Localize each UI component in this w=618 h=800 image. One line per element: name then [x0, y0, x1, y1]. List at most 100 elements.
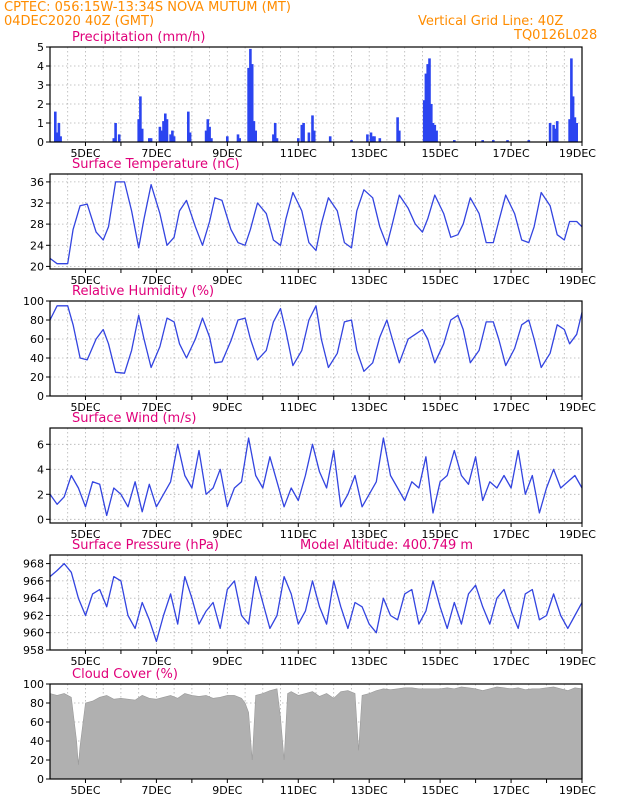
pressure-ytick-label: 964 [23, 592, 44, 605]
pressure-ytick-label: 960 [23, 627, 44, 640]
precip-bar [570, 58, 573, 142]
precip-bar [297, 138, 300, 142]
cloud-ytick-label: 0 [37, 773, 44, 786]
precip-bar [59, 136, 62, 142]
temp-line [49, 181, 583, 265]
pressure-xtick-label: 13DEC [351, 655, 388, 668]
wind-xtick-label: 13DEC [351, 528, 388, 541]
precip-bar [158, 126, 162, 142]
precip-bar [555, 121, 559, 142]
cloud-xtick-label: 9DEC [212, 784, 242, 797]
precip-bar [164, 113, 167, 142]
precip-bar [210, 138, 213, 142]
precip-bar [171, 130, 174, 142]
wind-xtick-label: 5DEC [70, 528, 100, 541]
temp-xtick-label: 13DEC [351, 274, 388, 287]
precip-bar [149, 138, 153, 142]
humidity-xtick-label: 11DEC [280, 401, 317, 414]
wind-ytick-label: 0 [37, 513, 44, 526]
wind-title: Surface Wind (m/s) [72, 411, 196, 426]
precip-bar [236, 134, 240, 142]
precip-bar [552, 124, 555, 142]
precip-bar [160, 130, 163, 142]
precip-bar [238, 138, 241, 142]
cloud-xtick-label: 7DEC [141, 784, 171, 797]
humidity-ytick-label: 80 [30, 314, 44, 327]
cloud-area [49, 686, 583, 780]
humidity-frame [49, 300, 583, 397]
temp-frame [49, 173, 583, 270]
precip-bar [398, 130, 401, 142]
temp-ytick-label: 32 [30, 197, 44, 210]
precip-bar [554, 128, 557, 142]
precip-bar [373, 136, 376, 142]
wind-xtick-label: 15DEC [422, 528, 459, 541]
wind-ytick-label: 6 [37, 438, 44, 451]
humidity-ytick-label: 40 [30, 352, 44, 365]
precip-ytick-label: 0 [37, 136, 44, 149]
temp-xtick-label: 11DEC [280, 274, 317, 287]
precip-bar [453, 140, 456, 142]
precip-bar [188, 132, 192, 142]
wind-xtick-label: 11DEC [280, 528, 317, 541]
precip-bar [548, 123, 552, 142]
precip-bar [426, 64, 429, 142]
cloud-xtick-label: 5DEC [70, 784, 100, 797]
precip-xtick-label: 13DEC [351, 147, 388, 160]
humidity-xtick-label: 9DEC [212, 401, 242, 414]
precip-panel: 0 1 2 3 4 5 5DEC 7DEC 9DEC 11DEC 13DEC 15DEC 17DEC 19… [37, 30, 596, 160]
pressure-ytick-label: 968 [23, 558, 44, 571]
model-header: TQ0126L028 [514, 28, 598, 43]
pressure-frame [49, 554, 583, 651]
cloud-xtick-label: 17DEC [493, 784, 530, 797]
precip-bar [140, 128, 144, 142]
cloud-xtick-label: 19DEC [559, 784, 596, 797]
humidity-xtick-label: 17DEC [493, 401, 530, 414]
station-header: CPTEC: 056:15W-13:34S NOVA MUTUM (MT) [4, 0, 291, 15]
humidity-xtick-label: 19DEC [559, 401, 596, 414]
grid-line-header: Vertical Grid Line: 40Z [418, 14, 564, 29]
humidity-xtick-label: 13DEC [351, 401, 388, 414]
precip-xtick-label: 15DEC [422, 147, 459, 160]
humidity-ytick-label: 20 [30, 371, 44, 384]
precip-bar [254, 130, 257, 142]
temp-panel: 20 24 28 32 36 5DEC 7DEC 9DEC 11DEC 13DEC 15DEC 17D… [30, 157, 596, 287]
precip-ytick-label: 3 [37, 79, 44, 92]
wind-xtick-label: 9DEC [212, 528, 242, 541]
pressure-title: Surface Pressure (hPa) [72, 538, 219, 553]
temp-ytick-label: 36 [30, 176, 44, 189]
precip-bar [250, 64, 254, 142]
precip-bar [252, 121, 256, 142]
precip-bar [369, 132, 373, 142]
precip-bar [54, 111, 57, 142]
precip-bar [204, 130, 208, 142]
precip-bar [169, 134, 172, 142]
precip-bar [148, 138, 151, 142]
precip-bar [137, 119, 140, 142]
temp-xtick-label: 5DEC [70, 274, 100, 287]
precip-xtick-label: 19DEC [559, 147, 596, 160]
precip-title: Precipitation (mm/h) [72, 30, 205, 45]
pressure-xtick-label: 9DEC [212, 655, 242, 668]
precip-bar [300, 124, 304, 142]
precip-bar [307, 132, 311, 142]
precip-bar [506, 140, 509, 142]
wind-panel: 0 2 4 6 5DEC 7DEC 9DEC 11DEC 13DEC 15DEC 17DEC 19DE… [37, 411, 596, 541]
precip-frame [49, 46, 583, 143]
precip-bar [527, 140, 531, 142]
precip-bar [573, 117, 577, 142]
pressure-xtick-label: 11DEC [280, 655, 317, 668]
precip-bar [396, 117, 399, 142]
precip-xtick-label: 5DEC [70, 147, 100, 160]
date-header: 04DEC2020 40Z (GMT) [4, 14, 155, 29]
temp-xtick-label: 19DEC [559, 274, 596, 287]
precip-bar [273, 123, 277, 142]
precip-xtick-label: 17DEC [493, 147, 530, 160]
wind-line [49, 437, 583, 517]
precip-bar [206, 119, 210, 142]
precip-ytick-label: 5 [37, 41, 44, 54]
temp-ytick-label: 28 [30, 218, 44, 231]
precip-bar [371, 136, 374, 142]
pressure-xtick-label: 5DEC [70, 655, 100, 668]
humidity-xtick-label: 15DEC [422, 401, 459, 414]
